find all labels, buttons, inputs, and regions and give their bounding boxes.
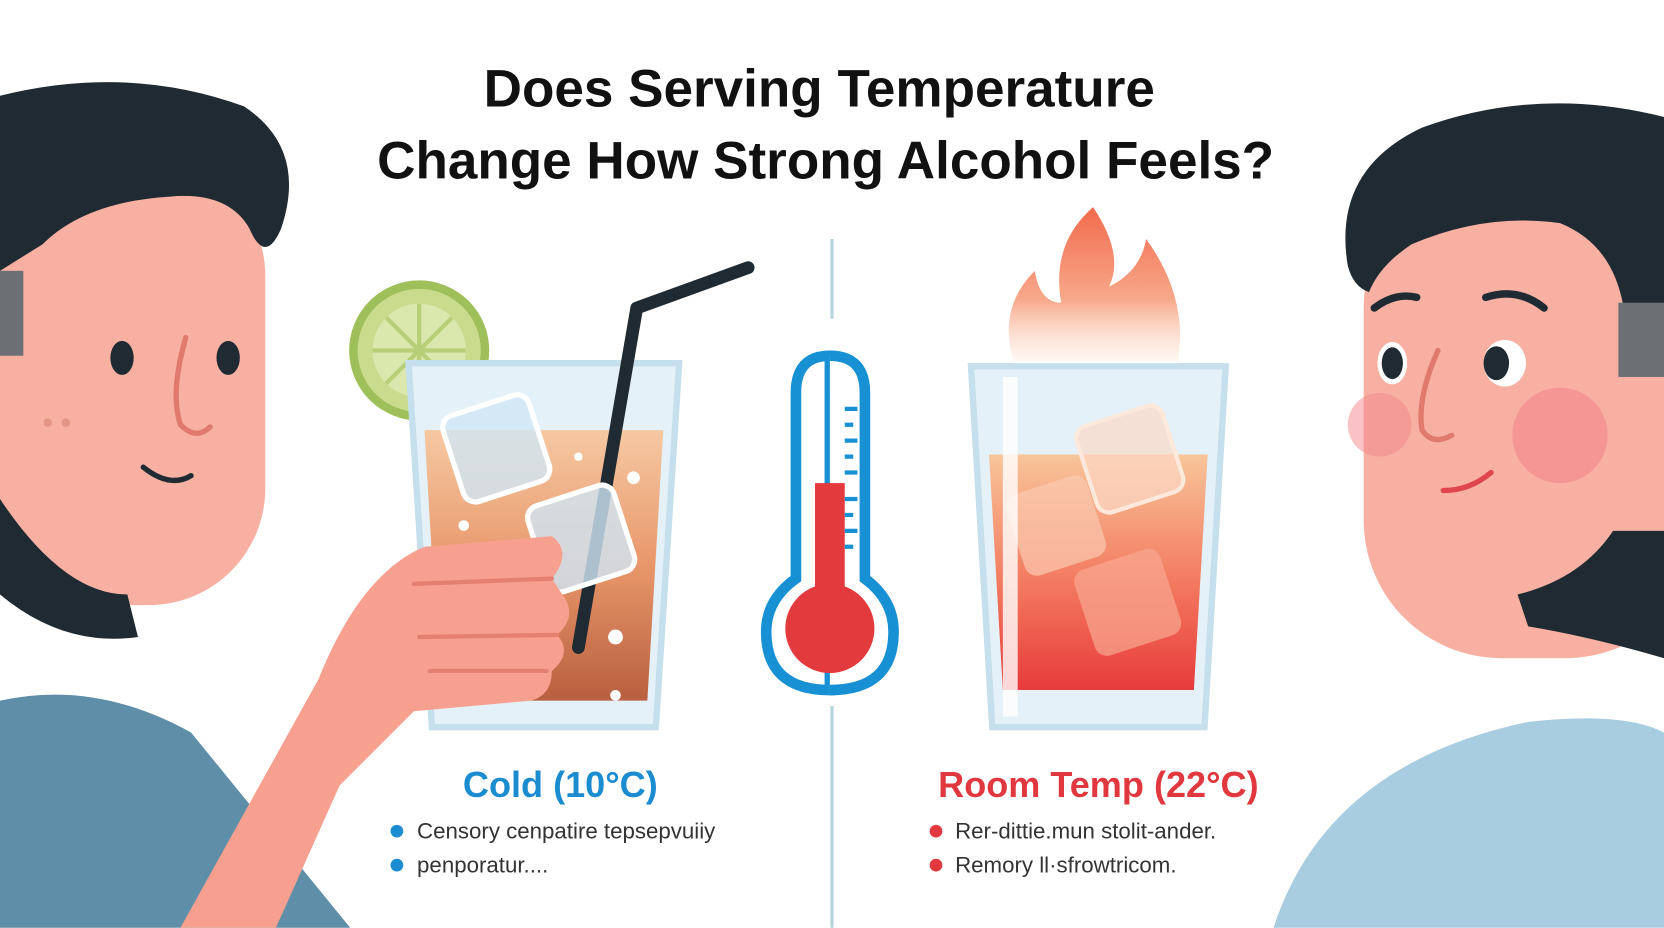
cold-drink-part	[458, 520, 470, 531]
right-person-part	[1512, 387, 1608, 484]
right-person-part	[1517, 530, 1664, 659]
right-person-part	[1345, 103, 1664, 319]
right-person-part	[1370, 290, 1548, 312]
warm-drink-part	[1074, 403, 1186, 515]
cold-drink-part	[574, 452, 583, 461]
left-person-part	[0, 270, 24, 356]
cold-drink-part	[608, 629, 623, 645]
left-person-part	[216, 340, 240, 375]
left-person-part	[173, 335, 213, 436]
bullet-text: Censory cenpatire tepsepvuiiy	[417, 819, 716, 844]
left-person-part	[0, 82, 290, 271]
hand	[180, 536, 570, 928]
title-line: Change How Strong Alcohol Feels?	[377, 132, 1274, 191]
bullet-dot	[390, 824, 404, 838]
bullet-text: Remory ll·sfrowtricom.	[955, 853, 1176, 878]
cold-drink-part	[440, 392, 553, 505]
right-person-part	[1418, 347, 1455, 443]
right-person-part	[1347, 392, 1412, 457]
cold-drink-part	[372, 303, 466, 398]
left-person-part	[140, 464, 194, 484]
cold-drink-part	[627, 471, 640, 485]
right-person-part	[1381, 347, 1403, 380]
thermometer-part	[844, 406, 858, 549]
right-person-part	[1483, 346, 1510, 381]
thermometer	[760, 350, 899, 696]
hand-part	[411, 576, 560, 674]
right-person-part	[1440, 469, 1494, 494]
left-person-part	[110, 340, 134, 375]
warm-drink-part	[1005, 475, 1107, 576]
warm-drink-part	[1002, 376, 1018, 717]
right-person-part	[1618, 302, 1664, 377]
right-person-part	[1273, 718, 1664, 928]
bullet-dot	[929, 858, 943, 872]
thermometer-part	[785, 583, 875, 674]
right-person-part	[1363, 170, 1664, 659]
bullet-dot	[390, 858, 404, 872]
right-person	[1273, 103, 1664, 928]
bullet-text: Rer-dittie.mun stolit-ander.	[955, 819, 1216, 844]
left-person-part	[61, 418, 71, 427]
bullet-dot	[929, 824, 943, 838]
bullet-text: penporatur....	[417, 853, 548, 878]
panel-label: Room Temp (22°C)	[938, 764, 1258, 805]
left-person-part	[43, 418, 52, 427]
title-line: Does Serving Temperature	[484, 59, 1155, 118]
warm-drink-part	[1074, 548, 1182, 656]
cold-drink-part	[610, 690, 621, 701]
warm-drink	[967, 207, 1230, 731]
left-person-part	[0, 159, 266, 606]
warm-drink-part	[1008, 207, 1181, 362]
panel-label: Cold (10°C)	[463, 764, 658, 805]
left-person-part	[0, 499, 138, 639]
